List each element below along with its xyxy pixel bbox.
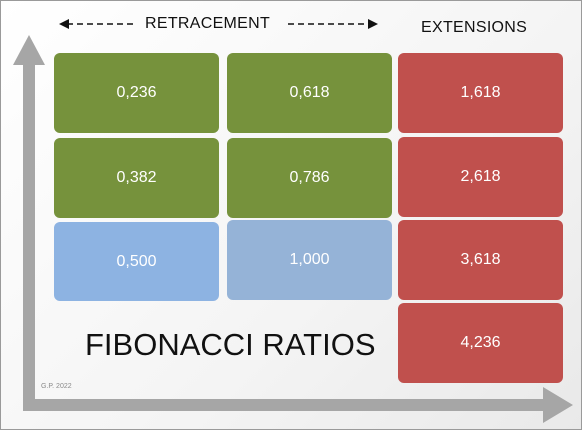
ratio-cell-0500: 0,500 [54,222,219,301]
ratio-cell-1000: 1,000 [227,220,392,300]
horizontal-axis-arrow [23,387,573,423]
ratio-cell-0236: 0,236 [54,53,219,133]
credit-text: G.P. 2022 [41,383,72,390]
extensions-label: EXTENSIONS [421,19,528,36]
retracement-label: RETRACEMENT [145,15,271,32]
ratio-cell-0382: 0,382 [54,138,219,218]
ratio-cell-1618: 1,618 [398,53,563,133]
vertical-axis-arrow [13,35,45,399]
ratio-cell-2618: 2,618 [398,137,563,217]
ratio-cell-0786: 0,786 [227,138,392,218]
retracement-left-arrowhead [59,19,69,29]
retracement-right-arrowhead [368,19,378,29]
diagram-title: FIBONACCI RATIOS [85,327,376,362]
ratio-cell-0618: 0,618 [227,53,392,133]
ratio-cell-3618: 3,618 [398,220,563,300]
ratio-cell-4236: 4,236 [398,303,563,383]
